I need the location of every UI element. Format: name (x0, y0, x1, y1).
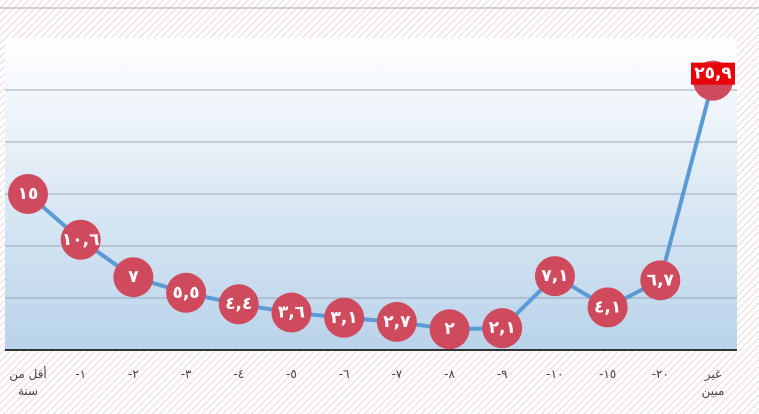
x-tick-label: -٦ (339, 367, 350, 381)
point-marker (429, 309, 470, 350)
x-tick-label: -١٠ (546, 367, 563, 381)
value-label: ٣,٦ (278, 303, 305, 323)
point-marker (8, 174, 48, 214)
point-marker (482, 308, 523, 349)
x-tick-label: -٩ (497, 367, 508, 381)
value-label: ٤,٤ (225, 294, 252, 314)
x-tick-label: -٨ (444, 367, 455, 381)
x-tick-label: -٥ (286, 367, 297, 381)
value-label: ٢ (444, 319, 455, 339)
x-tick-label: مبين (702, 384, 725, 399)
value-label: ٥,٥ (172, 283, 199, 303)
x-tick-label: -٤ (233, 367, 244, 381)
point-marker (113, 257, 154, 298)
point-marker (60, 219, 101, 260)
value-label: ٢,٧ (383, 312, 411, 332)
x-tick-label: غير (704, 367, 722, 382)
x-tick-label: سنة (18, 384, 38, 398)
value-label: ٧,١ (541, 266, 568, 286)
value-label: ١٠,٦ (62, 230, 100, 250)
x-tick-label: -١ (75, 367, 86, 381)
value-label: ٦,٧ (647, 270, 675, 290)
highlight-label-box (691, 62, 735, 85)
point-marker (271, 292, 312, 333)
point-marker (218, 284, 259, 325)
x-tick-label: -٧ (391, 367, 402, 381)
x-tick-label: -٢٠ (652, 367, 669, 381)
point-marker (324, 297, 365, 338)
point-marker (534, 256, 575, 297)
point-marker (587, 287, 628, 328)
value-label: ٣,١ (331, 308, 358, 328)
value-label: ٤,١ (594, 297, 621, 317)
value-label: ٢,١ (489, 318, 516, 338)
point-marker (166, 272, 207, 313)
value-label: ٧ (128, 267, 139, 287)
point-marker (376, 301, 417, 342)
value-label: ٢٥,٩ (694, 64, 732, 84)
x-tick-label: أقل من (9, 366, 47, 382)
x-tick-label: -١٥ (599, 367, 616, 381)
x-tick-label: -٣ (181, 367, 192, 381)
x-tick-label: -٢ (128, 367, 139, 381)
point-marker (640, 260, 681, 301)
value-label: ١٥ (18, 184, 39, 204)
